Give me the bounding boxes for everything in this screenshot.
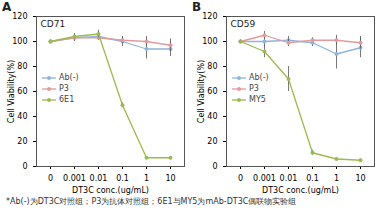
svg-text:0.001: 0.001 [63, 174, 86, 183]
svg-text:Cell Viability(%): Cell Viability(%) [197, 60, 206, 123]
svg-text:20: 20 [207, 137, 217, 146]
svg-text:60: 60 [17, 87, 27, 96]
svg-text:10: 10 [355, 174, 365, 183]
svg-text:40: 40 [207, 112, 217, 121]
svg-text:80: 80 [207, 62, 217, 71]
svg-text:0: 0 [238, 174, 243, 183]
svg-text:100: 100 [12, 37, 27, 46]
svg-text:0.01: 0.01 [90, 174, 108, 183]
html-text:Ab(-): Ab(-) [59, 73, 79, 82]
svg-text:0.001: 0.001 [253, 174, 276, 183]
svg-text:120: 120 [12, 12, 27, 21]
svg-text:0.1: 0.1 [116, 174, 129, 183]
svg-text:0: 0 [212, 162, 217, 171]
svg-text:120: 120 [202, 12, 217, 21]
html-text:MY5: MY5 [249, 95, 266, 104]
svg-text:DT3C conc.(ug/mL): DT3C conc.(ug/mL) [262, 186, 339, 195]
svg-text:40: 40 [17, 112, 27, 121]
html-text:P3: P3 [249, 84, 259, 93]
html-text:6E1: 6E1 [59, 95, 75, 104]
svg-text:DT3C conc.(ug/mL): DT3C conc.(ug/mL) [72, 186, 149, 195]
html-text:*Ab(-)为DT3C对照组；P3为抗体对照组；6E1与MY: *Ab(-)为DT3C对照组；P3为抗体对照组；6E1与MY5为mAb-DT3C… [6, 197, 297, 206]
svg-text:10: 10 [165, 174, 175, 183]
svg-text:0: 0 [48, 174, 53, 183]
svg-text:CD59: CD59 [231, 19, 256, 29]
svg-text:0.1: 0.1 [306, 174, 319, 183]
svg-text:1: 1 [334, 174, 339, 183]
svg-text:0.01: 0.01 [280, 174, 298, 183]
svg-text:CD71: CD71 [41, 19, 66, 29]
html-text:A: A [2, 0, 12, 14]
html-text:B: B [192, 0, 202, 14]
svg-text:0: 0 [22, 162, 27, 171]
svg-text:20: 20 [17, 137, 27, 146]
html-text:P3: P3 [59, 84, 69, 93]
html-text:Ab(-): Ab(-) [249, 73, 269, 82]
svg-text:1: 1 [144, 174, 149, 183]
svg-text:80: 80 [17, 62, 27, 71]
svg-text:100: 100 [202, 37, 217, 46]
svg-text:Cell Viability(%): Cell Viability(%) [7, 60, 16, 123]
svg-text:60: 60 [207, 87, 217, 96]
